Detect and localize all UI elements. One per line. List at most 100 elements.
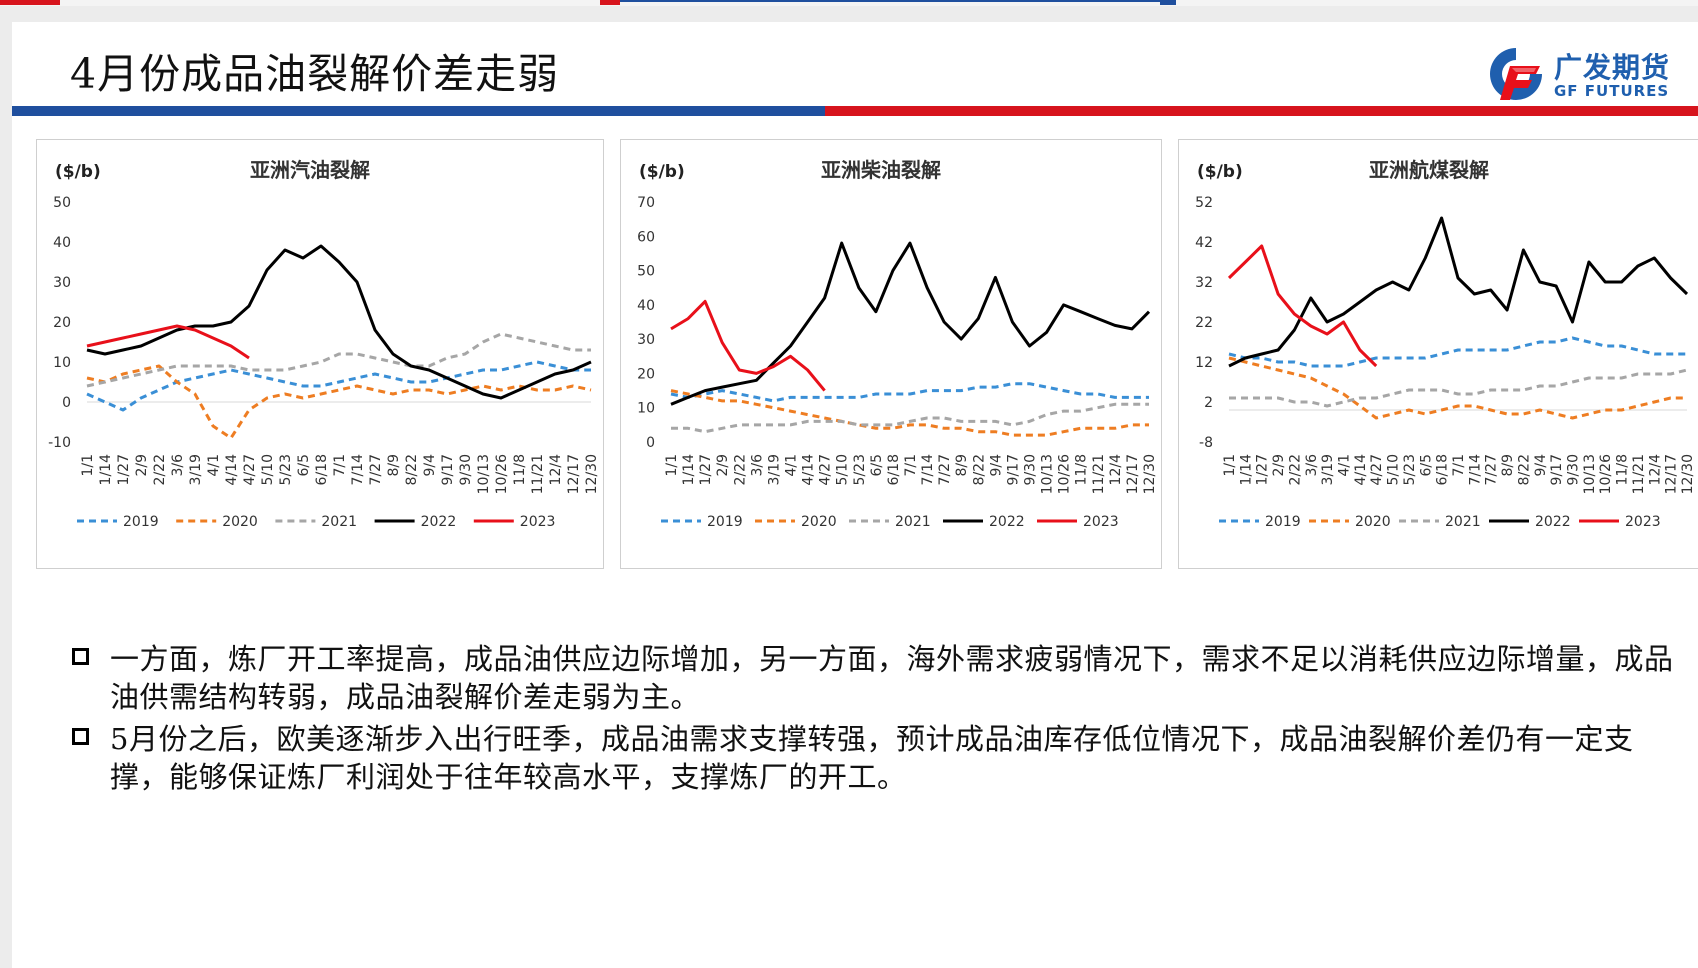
x-tick-label: 5/23: [1402, 454, 1418, 485]
x-tick-label: 2/22: [732, 454, 748, 485]
legend-label: 2021: [321, 514, 357, 530]
y-tick-label: 0: [62, 395, 71, 411]
bullet-text: 一方面，炼厂开工率提高，成品油供应边际增加，另一方面，海外需求疲弱情况下，需求不…: [110, 642, 1674, 714]
x-tick-label: 5/10: [1386, 454, 1402, 485]
x-tick-label: 12/17: [1664, 454, 1680, 494]
x-tick-label: 12/4: [548, 454, 564, 486]
legend-label: 2022: [421, 514, 457, 530]
x-tick-label: 8/22: [971, 454, 987, 485]
legend-label: 2021: [1445, 514, 1481, 530]
chart-panel-gasoline: ($/b) 亚洲汽油裂解 -10 0 10 20 30 40 50 1/1 1/14 1/27 2/9 2…: [36, 139, 604, 569]
x-tick-label: 12/17: [566, 454, 582, 494]
x-tick-label: 6/5: [296, 454, 312, 477]
y-tick-label: 40: [637, 298, 655, 314]
x-tick-label: 1/27: [1255, 454, 1271, 485]
logo-mark-icon: [1490, 48, 1542, 100]
x-tick-label: 5/23: [278, 454, 294, 485]
top-mark-red-left: [0, 0, 60, 5]
x-tick-label: 7/1: [1451, 454, 1467, 477]
series-line-2021: [86, 332, 591, 388]
x-tick-label: 12/4: [1647, 454, 1663, 486]
x-tick-label: 7/14: [350, 454, 366, 486]
x-tick-label: 6/18: [1435, 454, 1451, 485]
series-line-2023: [670, 299, 826, 392]
x-tick-label: 2/9: [1271, 454, 1287, 477]
y-tick-label: 42: [1195, 235, 1213, 251]
series-line-2022: [670, 241, 1151, 406]
x-tick-label: 9/17: [1549, 454, 1565, 485]
x-tick-label: 10/26: [1598, 454, 1614, 494]
company-logo: 广发期货 GF FUTURES: [1486, 44, 1698, 104]
x-tick-label: 9/17: [440, 454, 456, 485]
x-tick-label: 11/21: [530, 454, 546, 494]
x-tick-label: 7/27: [368, 454, 384, 485]
legend-label: 2020: [222, 514, 258, 530]
x-tick-label: 4/14: [224, 454, 240, 486]
x-tick-label: 8/22: [1516, 454, 1532, 485]
x-tick-label: 1/14: [1238, 454, 1254, 486]
header-bar-red: [825, 106, 1698, 116]
x-tick-label: 1/14: [681, 454, 697, 486]
series-line-2021: [671, 402, 1149, 434]
x-tick-label: 8/9: [954, 454, 970, 477]
x-tick-label: 12/30: [1680, 454, 1696, 494]
series-line-2020: [1228, 356, 1687, 420]
chart-title: 亚洲汽油裂解: [250, 158, 370, 182]
x-tick-label: 3/6: [749, 454, 765, 477]
legend-label: 2020: [801, 514, 837, 530]
x-tick-label: 1/14: [98, 454, 114, 486]
y-tick-label: 32: [1195, 275, 1213, 291]
x-tick-label: 3/19: [188, 454, 204, 485]
x-tick-label: 2/9: [134, 454, 150, 477]
series-line-2019: [670, 382, 1149, 403]
x-tick-label: 8/9: [1500, 454, 1516, 477]
x-tick-label: 7/27: [937, 454, 953, 485]
y-tick-label: 50: [637, 264, 655, 280]
y-tick-label: 20: [637, 366, 655, 382]
chart-diesel-crack: ($/b) 亚洲柴油裂解 0 10 20 30 40 50 60 70 1/1 1/14 1/27 2/9…: [637, 158, 1158, 530]
x-tick-label: 4/1: [1337, 454, 1353, 477]
x-tick-label: 8/22: [404, 454, 420, 485]
x-tick-label: 6/18: [886, 454, 902, 485]
x-tick-label: 3/6: [170, 454, 186, 477]
x-tick-label: 1/1: [664, 454, 680, 477]
legend-label: 2019: [707, 514, 743, 530]
legend-label: 2019: [1265, 514, 1301, 530]
x-tick-label: 8/9: [386, 454, 402, 477]
legend-label: 2022: [1535, 514, 1571, 530]
square-bullet-icon: [72, 648, 89, 665]
logo-text-cn: 广发期货: [1554, 51, 1671, 84]
bullet-item: 5月份之后，欧美逐渐步入出行旺季，成品油需求支撑转强，预计成品油库存低位情况下，…: [70, 720, 1680, 796]
x-tick-label: 5/10: [835, 454, 851, 485]
page-title: 4月份成品油裂解价差走弱: [70, 50, 560, 98]
chart-unit-label: ($/b): [1197, 162, 1243, 182]
chart-unit-label: ($/b): [639, 162, 685, 182]
x-tick-label: 11/8: [1615, 454, 1631, 485]
x-tick-label: 6/18: [314, 454, 330, 485]
series-line-2021: [1229, 368, 1688, 408]
x-tick-label: 9/30: [458, 454, 474, 485]
y-tick-label: 10: [637, 401, 655, 417]
series-line-2019: [1228, 336, 1687, 368]
x-tick-label: 11/8: [512, 454, 528, 485]
x-tick-label: 4/1: [784, 454, 800, 477]
x-tick-label: 4/27: [242, 454, 258, 485]
x-tick-label: 10/26: [494, 454, 510, 494]
series-line-2023: [86, 324, 250, 360]
x-tick-label: 1/1: [80, 454, 96, 477]
x-tick-label: 5/10: [260, 454, 276, 485]
x-tick-label: 9/30: [1566, 454, 1582, 485]
x-tick-label: 9/4: [1533, 454, 1549, 477]
x-tick-label: 4/14: [1353, 454, 1369, 486]
x-tick-label: 7/14: [1467, 454, 1483, 486]
chart-title: 亚洲航煤裂解: [1369, 158, 1489, 182]
top-mark-red: [600, 0, 620, 5]
x-tick-label: 10/13: [476, 454, 492, 494]
legend-label: 2022: [989, 514, 1025, 530]
x-tick-label: 1/27: [116, 454, 132, 485]
x-tick-label: 10/26: [1057, 454, 1073, 494]
y-tick-label: 30: [637, 332, 655, 348]
top-strip: [0, 0, 1698, 6]
x-tick-label: 12/30: [1142, 454, 1158, 494]
